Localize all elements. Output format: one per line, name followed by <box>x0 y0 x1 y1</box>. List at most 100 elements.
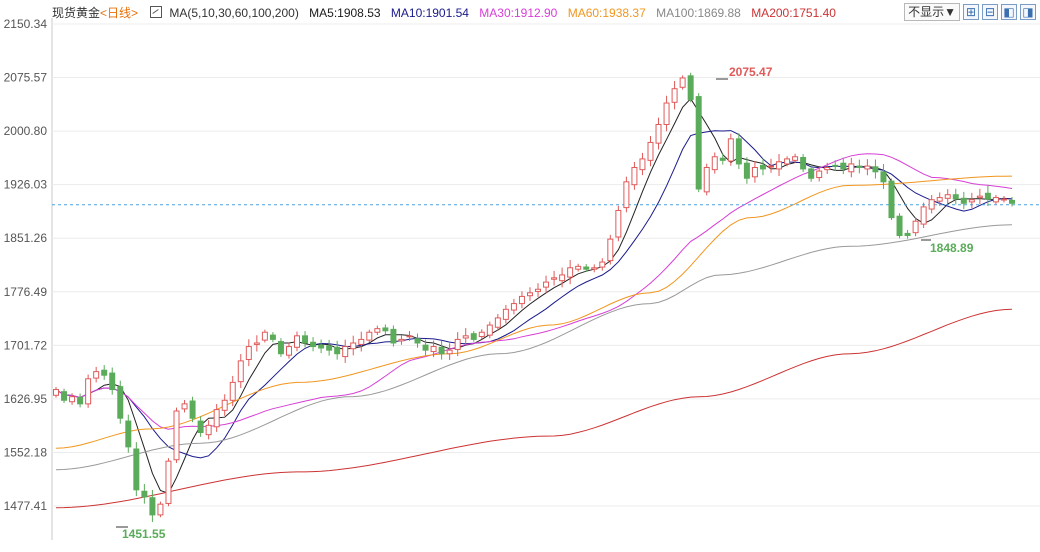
candle-body <box>157 503 164 516</box>
candle-body <box>751 166 758 178</box>
candle-body <box>205 424 212 436</box>
candle <box>93 366 100 383</box>
candle <box>334 340 341 360</box>
candle <box>510 298 517 315</box>
candle <box>414 333 421 348</box>
candle-body <box>944 194 951 199</box>
candle <box>872 159 879 179</box>
candle-body <box>438 346 445 355</box>
candle-body <box>61 391 68 401</box>
candle-body <box>551 277 558 280</box>
ma-settings-icon[interactable] <box>150 6 163 18</box>
candles[interactable] <box>53 72 1015 528</box>
candle-body <box>189 400 196 419</box>
candle-body <box>318 344 325 349</box>
candle-body <box>374 328 381 333</box>
scroll-left-icon[interactable]: ◧ <box>1001 4 1017 20</box>
candle <box>711 152 718 174</box>
candle <box>189 396 196 423</box>
ma100-line <box>55 224 1013 471</box>
candle-body <box>824 166 831 171</box>
candle-body <box>1009 199 1015 204</box>
candle <box>470 331 477 342</box>
y-tick-label: 2150.34 <box>4 17 48 31</box>
candle <box>800 154 807 173</box>
candle <box>904 229 911 239</box>
candle-body <box>446 349 453 355</box>
candle <box>567 260 574 285</box>
candle <box>358 331 365 352</box>
candle-body <box>848 163 855 173</box>
candle-body <box>237 360 244 383</box>
candle-body <box>518 295 525 305</box>
candle <box>687 72 694 103</box>
candle <box>406 331 413 341</box>
y-tick-label: 1926.03 <box>4 178 48 192</box>
candle <box>984 185 991 207</box>
candle-body <box>109 372 116 391</box>
candle <box>655 117 662 150</box>
y-tick-label: 1701.72 <box>4 338 48 352</box>
candle <box>125 414 132 453</box>
candle <box>623 176 630 213</box>
candle-body <box>960 197 967 204</box>
candle-body <box>294 335 300 348</box>
recent-low-annotation: 1848.89 <box>930 241 974 255</box>
candle-body <box>583 266 590 270</box>
candle <box>213 404 220 432</box>
candle-body <box>502 308 509 320</box>
candle-body <box>727 138 734 162</box>
candle <box>518 291 525 309</box>
candle-body <box>277 341 284 355</box>
candle <box>607 234 614 265</box>
candle <box>912 217 919 237</box>
zoom-out-icon[interactable]: ⊟ <box>982 4 998 20</box>
candle-body <box>1000 198 1007 201</box>
candle <box>792 153 799 164</box>
candle <box>253 335 260 352</box>
candle-body <box>382 327 389 332</box>
y-tick-label: 2000.80 <box>4 124 48 138</box>
candle-body <box>366 331 373 341</box>
candle <box>735 133 742 170</box>
y-tick-label: 2075.57 <box>4 71 48 85</box>
candle <box>727 133 734 166</box>
candle-body <box>390 328 397 344</box>
zoom-in-icon[interactable]: ⊞ <box>963 4 979 20</box>
candle-body <box>173 410 180 461</box>
candle <box>992 195 999 205</box>
candle <box>237 354 244 388</box>
scroll-right-icon[interactable]: ◨ <box>1020 4 1036 20</box>
y-tick-label: 1626.95 <box>4 392 48 406</box>
display-select[interactable]: 不显示▼ <box>904 3 960 21</box>
ma5-line <box>55 97 1013 495</box>
candle-body <box>101 369 108 376</box>
candle-body <box>832 164 839 167</box>
candle <box>221 394 228 416</box>
ma5-label: MA5:1908.53 <box>309 6 381 20</box>
chart-legend: 现货黄金<日线> MA(5,10,30,60,100,200) MA5:1908… <box>52 4 843 22</box>
candle-body <box>462 335 469 339</box>
candle-body <box>165 460 172 504</box>
candle <box>952 188 959 205</box>
candle-body <box>591 267 598 270</box>
ma200-label: MA200:1751.40 <box>751 6 836 20</box>
candle-body <box>197 420 204 434</box>
candle <box>422 339 429 356</box>
candle-body <box>615 209 622 238</box>
candle <box>462 328 469 346</box>
candle-body <box>478 331 485 338</box>
candle <box>229 375 236 407</box>
candle <box>856 159 863 174</box>
period-link[interactable]: <日线> <box>100 6 139 20</box>
candle <box>285 342 292 359</box>
candle-body <box>422 344 429 351</box>
candle-body <box>406 335 413 338</box>
candle <box>101 365 108 380</box>
candle <box>350 335 357 356</box>
candle <box>438 340 445 360</box>
candle <box>277 338 284 357</box>
candle <box>149 489 156 522</box>
ma60-line <box>55 175 1013 449</box>
